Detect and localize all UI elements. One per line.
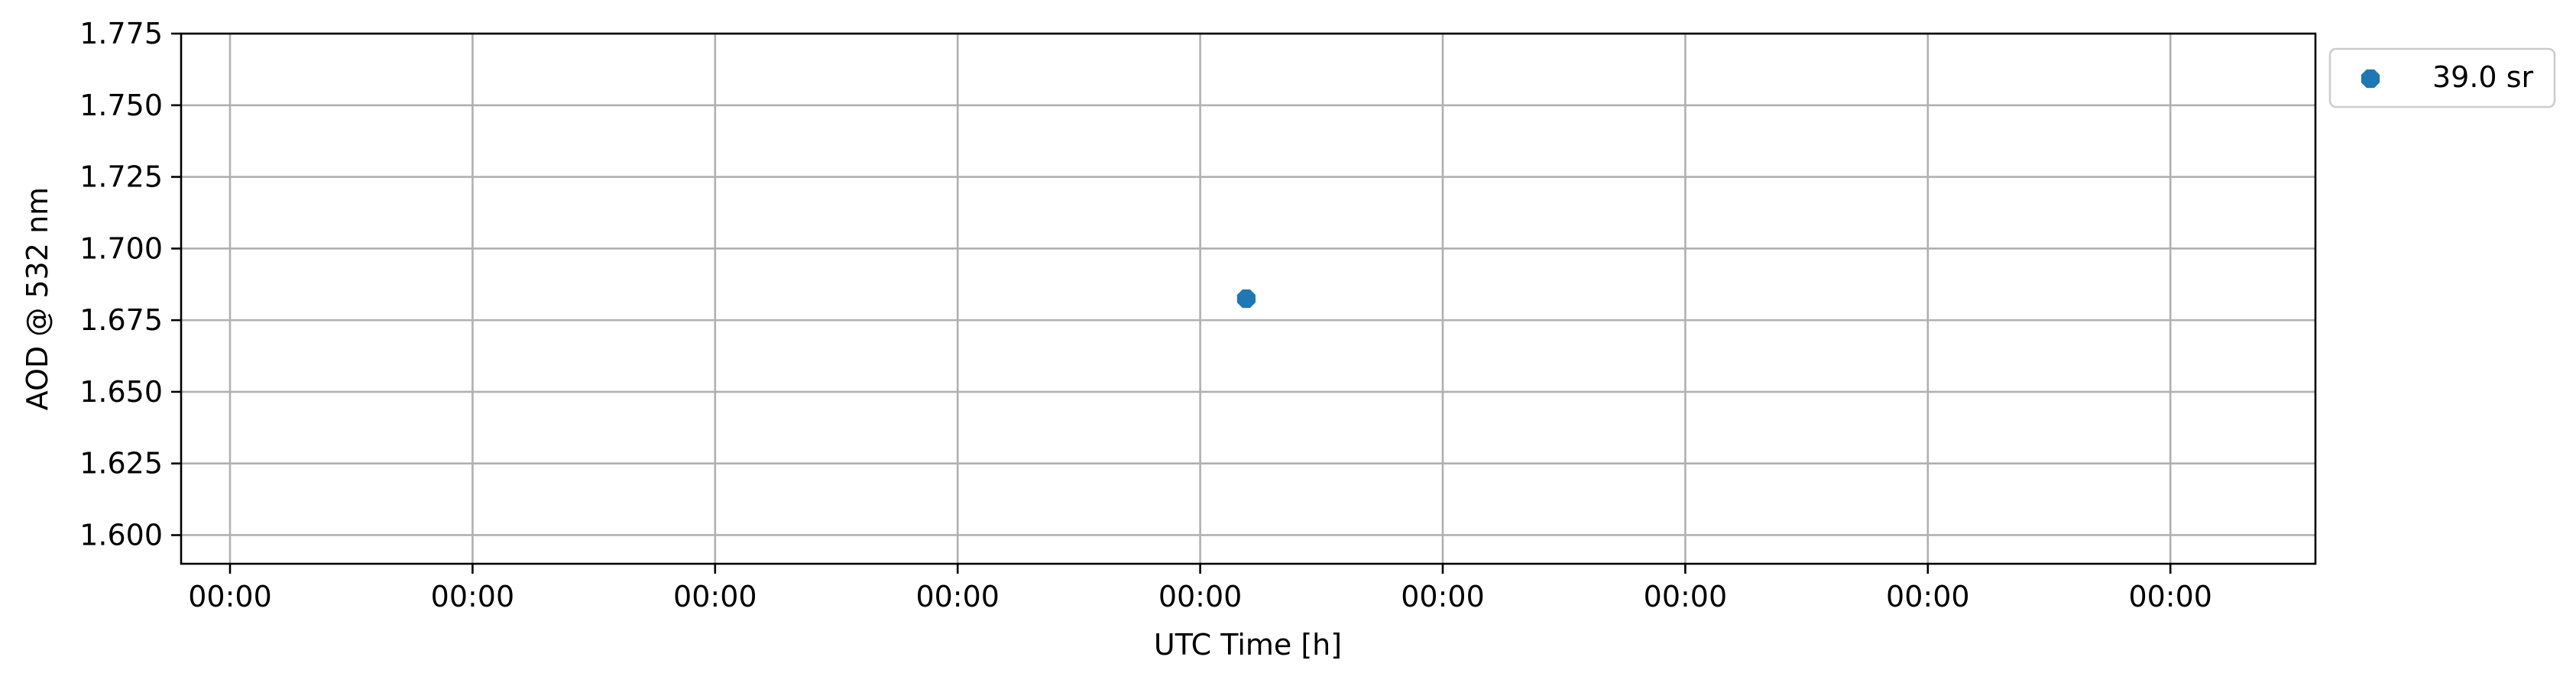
x-tick-label: 00:00 — [1158, 580, 1243, 613]
data-point — [1236, 289, 1256, 309]
x-axis-label: UTC Time [h] — [1154, 628, 1342, 662]
legend-frame — [2328, 47, 2556, 108]
x-tick-label: 00:00 — [1401, 580, 1485, 613]
legend-label: 39.0 sr — [2432, 60, 2533, 94]
x-tick-label: 00:00 — [2128, 580, 2212, 613]
x-tick-label: 00:00 — [673, 580, 757, 613]
legend: 39.0 sr — [2328, 47, 2556, 108]
x-axis: 00:00 00:00 00:00 00:00 00:00 00:00 00:00 00:00… — [188, 564, 2212, 613]
legend-marker-icon — [2361, 69, 2380, 89]
x-tick-label: 00:00 — [915, 580, 1000, 613]
x-tick-label: 00:00 — [1886, 580, 1970, 613]
x-tick-label: 00:00 — [431, 580, 515, 613]
y-tick-label: 1.775 — [79, 17, 163, 50]
y-tick-label: 1.600 — [79, 518, 163, 552]
y-tick-label: 1.650 — [79, 375, 163, 409]
y-tick-label: 1.750 — [79, 89, 163, 122]
y-axis-label: AOD @ 532 nm — [21, 187, 54, 410]
data-points — [1236, 289, 1256, 309]
y-axis: 1.600 1.625 1.650 1.675 1.700 1.725 1.750 1.775 — [79, 17, 181, 552]
x-tick-label: 00:00 — [188, 580, 272, 613]
plot-frame — [180, 32, 2317, 565]
y-tick-label: 1.725 — [79, 160, 163, 194]
y-tick-label: 1.625 — [79, 447, 163, 481]
x-tick-label: 00:00 — [1644, 580, 1728, 613]
y-tick-label: 1.700 — [79, 231, 163, 265]
y-tick-label: 1.675 — [79, 303, 163, 337]
